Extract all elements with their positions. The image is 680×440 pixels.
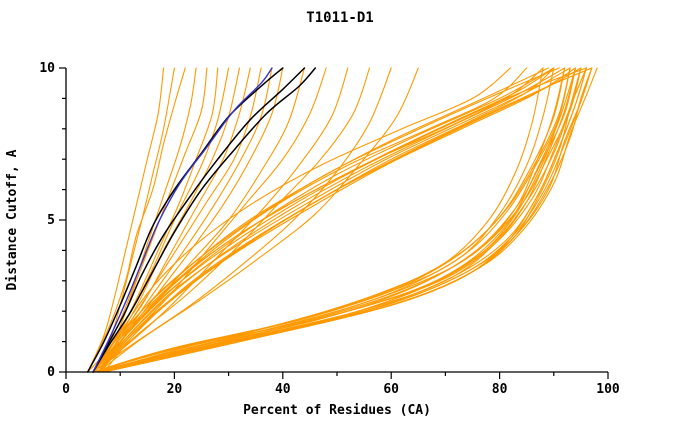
model-curve-orange — [97, 67, 593, 373]
model-curve-orange — [92, 67, 571, 373]
model-curve-orange — [92, 67, 566, 373]
chart-title: T1011-D1 — [306, 10, 373, 26]
model-curve-orange — [103, 67, 598, 373]
model-curve-orange — [97, 67, 371, 373]
model-curve-orange — [92, 67, 566, 373]
model-curve-orange — [87, 67, 186, 373]
ticks-layer: 0 20 40 60 80 100 0 5 10 — [39, 61, 620, 397]
model-curve-orange — [97, 67, 577, 373]
model-curve-orange — [97, 67, 571, 373]
model-curve-orange — [92, 67, 587, 373]
model-curve-orange — [92, 67, 571, 373]
model-curve-blue — [92, 67, 273, 373]
model-curve-orange — [97, 67, 582, 373]
model-curve-orange — [97, 67, 419, 373]
x-tick-label: 60 — [383, 382, 399, 397]
model-curve-orange — [103, 67, 593, 373]
model-curve-orange — [87, 67, 165, 373]
model-curve-orange — [103, 67, 582, 373]
model-curve-orange — [97, 67, 560, 373]
x-tick-label: 100 — [596, 382, 620, 397]
model-curve-orange — [97, 67, 593, 373]
model-curve-orange — [92, 67, 549, 373]
y-tick-label: 10 — [39, 61, 55, 76]
x-tick-label: 80 — [492, 382, 508, 397]
model-curve-orange — [92, 67, 577, 373]
y-tick-label: 0 — [47, 365, 55, 380]
model-curve-orange — [92, 67, 593, 373]
x-axis-label: Percent of Residues (CA) — [243, 403, 431, 418]
x-tick-label: 0 — [62, 382, 70, 397]
y-tick-label: 5 — [47, 213, 55, 228]
x-tick-label: 40 — [275, 382, 291, 397]
model-curve-orange — [92, 67, 511, 373]
model-curve-orange — [97, 67, 577, 373]
model-curve-orange — [97, 67, 571, 373]
model-curve-orange — [92, 67, 587, 373]
model-curve-black — [92, 67, 317, 373]
model-curve-black — [92, 67, 306, 373]
model-curve-orange — [92, 67, 555, 373]
model-curve-black — [86, 67, 284, 373]
x-tick-label: 20 — [167, 382, 183, 397]
model-curve-orange — [97, 67, 587, 373]
curves-layer — [86, 67, 598, 373]
model-curve-orange — [97, 67, 528, 373]
y-axis-label: Distance Cutoff, A — [5, 149, 20, 290]
model-curve-orange — [97, 67, 577, 373]
